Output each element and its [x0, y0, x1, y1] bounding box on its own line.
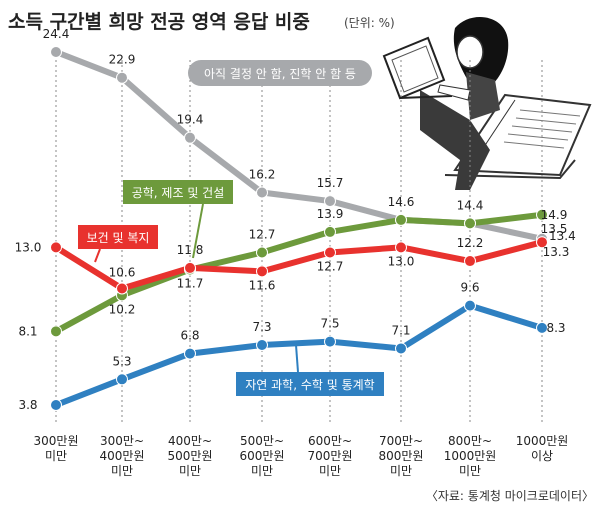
- data-label: 12.7: [317, 259, 344, 273]
- series-name-green: 공학, 제조 및 건설: [132, 186, 225, 200]
- data-point: [464, 217, 476, 230]
- data-label: 5.3: [112, 354, 131, 368]
- data-point: [324, 225, 336, 238]
- x-tick-label: 미만: [111, 464, 133, 478]
- data-label: 12.7: [249, 227, 276, 241]
- data-label: 22.9: [109, 53, 136, 67]
- series-label-blue: 자연 과학, 수학 및 통계학: [236, 344, 384, 396]
- data-label: 7.1: [391, 323, 410, 337]
- x-tick-label: 미만: [45, 449, 67, 463]
- x-tick-label: 300만원: [34, 434, 79, 448]
- x-tick-label: 600만~: [308, 434, 352, 448]
- data-point: [536, 236, 548, 249]
- data-point: [464, 299, 476, 312]
- x-tick-label: 400만원: [100, 449, 145, 463]
- data-label: 13.5: [541, 222, 568, 236]
- series-label-green: 공학, 제조 및 건설: [123, 180, 233, 259]
- x-tick-label: 미만: [459, 464, 481, 478]
- chart-unit: (단위: %): [344, 16, 395, 30]
- x-tick-label: 이상: [531, 449, 553, 463]
- x-tick-label: 800만원: [379, 449, 424, 463]
- x-tick-label: 700만~: [379, 434, 423, 448]
- x-tick-label: 미만: [251, 464, 273, 478]
- data-point: [256, 339, 268, 352]
- data-label: 10.2: [109, 302, 136, 316]
- data-point: [464, 255, 476, 268]
- data-point: [184, 347, 196, 360]
- data-label: 15.7: [317, 176, 344, 190]
- series-layer: 24.4 22.9 19.4 16.2 15.7 14.6 14.4 13.5 8.1 10.2 1…: [15, 27, 570, 425]
- x-tick-label: 700만원: [308, 449, 353, 463]
- data-label: 3.8: [18, 398, 37, 412]
- series-label-gray: 아직 결정 안 함, 진학 안 함 등: [188, 60, 372, 86]
- series-name-blue: 자연 과학, 수학 및 통계학: [245, 378, 374, 392]
- data-point: [395, 213, 407, 226]
- data-point: [50, 46, 62, 58]
- data-point: [184, 131, 196, 144]
- x-tick-label: 600만원: [240, 449, 285, 463]
- data-point: [324, 335, 336, 348]
- data-point: [116, 373, 128, 386]
- chart-title: 소득 구간별 희망 전공 영역 응답 비중: [8, 11, 310, 33]
- series-name-red: 보건 및 복지: [87, 231, 150, 245]
- data-point: [256, 265, 268, 278]
- x-tick-label: 미만: [179, 464, 201, 478]
- x-tick-label: 1000만원: [444, 449, 497, 463]
- series-line-2: [53, 239, 545, 292]
- data-label: 9.6: [460, 281, 479, 295]
- data-label: 7.5: [320, 317, 339, 331]
- x-tick-label: 300만~: [100, 434, 144, 448]
- x-tick-label: 500만원: [168, 449, 213, 463]
- series-label-red: 보건 및 복지: [78, 225, 158, 263]
- series-name-gray: 아직 결정 안 함, 진학 안 함 등: [204, 67, 356, 81]
- data-label: 8.3: [546, 321, 565, 335]
- data-label: 13.0: [388, 254, 415, 268]
- data-label: 19.4: [177, 113, 204, 127]
- data-label: 14.9: [541, 208, 568, 222]
- data-point: [324, 246, 336, 259]
- data-point: [50, 325, 62, 338]
- extra-label: 13.4: [549, 229, 576, 243]
- data-label: 11.8: [177, 243, 204, 257]
- data-point: [536, 321, 548, 334]
- data-label: 13.9: [317, 207, 344, 221]
- data-point: [116, 71, 128, 84]
- data-label: 14.4: [457, 198, 484, 212]
- data-label: 11.7: [177, 277, 204, 291]
- data-label: 11.6: [249, 278, 276, 292]
- data-label: 7.3: [252, 320, 271, 334]
- data-point: [116, 282, 128, 295]
- data-label: 14.6: [388, 195, 415, 209]
- data-point: [50, 399, 62, 411]
- data-point: [395, 342, 407, 355]
- x-axis: 300만원미만300만~400만원미만400만~500만원미만500만~600만…: [34, 434, 569, 478]
- data-point: [324, 195, 336, 208]
- data-label: 10.6: [109, 265, 136, 279]
- data-label: 16.2: [249, 168, 276, 182]
- x-tick-label: 미만: [319, 464, 341, 478]
- x-tick-label: 미만: [390, 464, 412, 478]
- data-point: [256, 246, 268, 259]
- data-label: 6.8: [180, 329, 199, 343]
- x-tick-label: 400만~: [168, 434, 212, 448]
- data-point: [184, 261, 196, 274]
- series-line-1: [53, 211, 545, 335]
- data-point: [536, 208, 548, 221]
- data-label: 13.3: [543, 245, 570, 259]
- x-tick-label: 1000만원: [516, 434, 569, 448]
- x-tick-label: 500만~: [240, 434, 284, 448]
- woman-reading-laptop-icon: [382, 16, 592, 190]
- data-label: 13.0: [15, 240, 42, 254]
- data-point: [395, 241, 407, 254]
- data-label: 12.2: [457, 236, 484, 250]
- source-note: 〈자료: 통계청 마이크로데이터〉: [426, 489, 594, 503]
- series-line-3: [53, 302, 545, 408]
- data-point: [50, 241, 62, 254]
- data-point: [256, 186, 268, 199]
- data-label: 8.1: [18, 324, 37, 338]
- x-tick-label: 800만~: [448, 434, 492, 448]
- data-label: 24.4: [43, 27, 70, 41]
